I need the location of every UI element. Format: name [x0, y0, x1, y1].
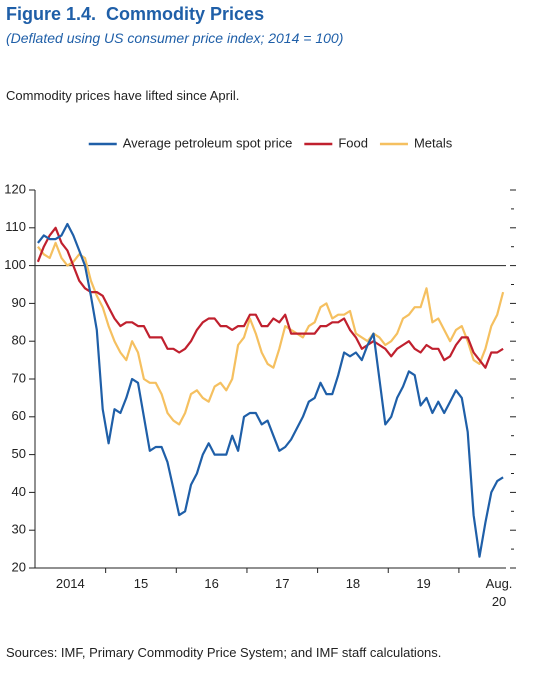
legend-label: Metals	[414, 135, 453, 150]
series-line	[37, 241, 505, 426]
x-tick-label: 16	[204, 576, 219, 591]
legend-label: Food	[338, 135, 368, 150]
x-tick-label: 15	[133, 576, 149, 591]
chart-title: Figure 1.4. Commodity Prices	[6, 4, 265, 24]
y-tick-label: 60	[12, 408, 26, 423]
chart: 20 30 40 50 60 70 80 90 100 110 120 Average petrole…	[4, 135, 516, 574]
annotation: Commodity prices have lifted since April…	[6, 88, 240, 103]
x-tick-label: 18	[345, 576, 361, 591]
x-tick-label: Aug. 20	[485, 576, 513, 609]
y-tick-label: 20	[12, 559, 26, 574]
y-tick-label: 70	[12, 370, 26, 385]
y-tick-label: 80	[12, 333, 26, 348]
legend-label: Average petroleum spot price	[123, 135, 293, 150]
y-tick-label: 120	[4, 181, 26, 196]
chart-subtitle: (Deflated using US consumer price index;…	[6, 30, 344, 46]
x-tick-label: 19	[416, 576, 431, 591]
x-tick-label: 17	[275, 576, 290, 591]
y-tick-label: 100	[4, 257, 26, 272]
y-tick-label: 40	[12, 484, 26, 499]
y-tick-label: 30	[12, 522, 26, 537]
source-note: Sources: IMF, Primary Commodity Price Sy…	[6, 645, 442, 660]
y-tick-label: 90	[12, 295, 26, 310]
series-line	[36, 226, 504, 369]
x-tick-label: 2014	[55, 576, 85, 591]
y-tick-label: 50	[12, 446, 26, 461]
legend: Average petroleum spot price Food Metals	[88, 135, 453, 150]
y-tick-label: 110	[5, 219, 26, 234]
series-line	[37, 222, 504, 558]
